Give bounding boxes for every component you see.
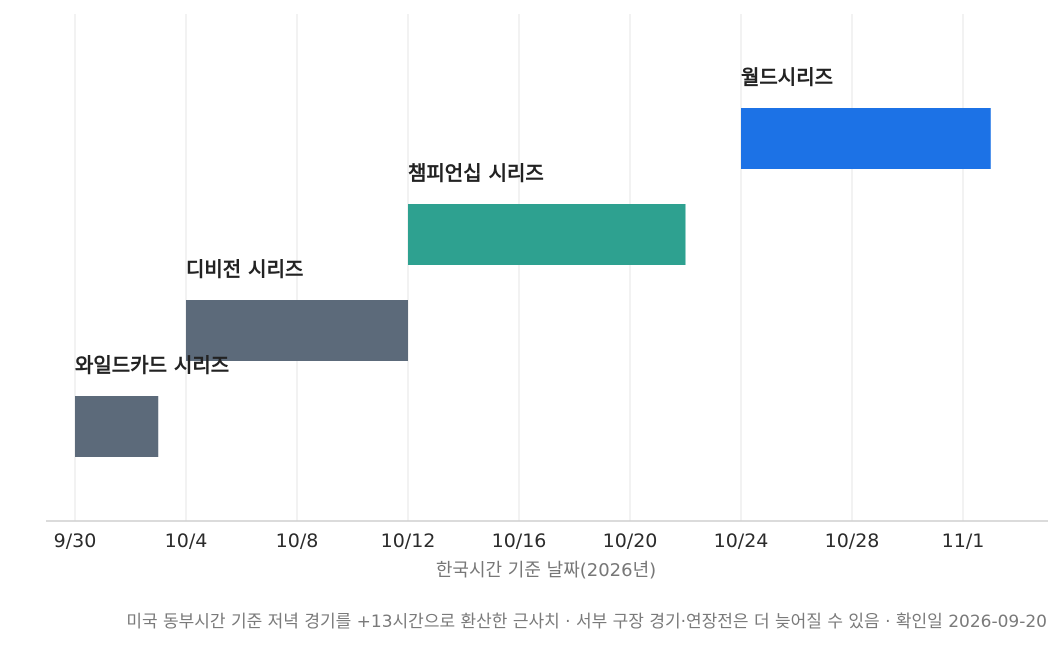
- vertical-gridlines: [74, 14, 964, 521]
- footnote: 미국 동부시간 기준 저녁 경기를 +13시간으로 환산한 근사치 · 서부 구…: [126, 612, 1047, 632]
- phase-label: 와일드카드 시리즈: [75, 353, 229, 377]
- x-axis-title: 한국시간 기준 날짜(2026년): [436, 560, 656, 581]
- phase-bar: [408, 204, 686, 265]
- x-tick-label: 11/1: [942, 530, 985, 552]
- x-tick-label: 10/8: [276, 530, 319, 552]
- phase-label: 월드시리즈: [741, 65, 833, 89]
- x-axis-ticks: 9/30 10/4 10/8 10/12 10/16 10/20 10/24 10/28 11/…: [54, 530, 985, 552]
- phase-bar: [186, 300, 408, 361]
- phase-bar: [741, 108, 991, 169]
- x-tick-label: 10/16: [492, 530, 547, 552]
- phase-bars: [75, 108, 991, 457]
- phase-bar: [75, 396, 159, 457]
- x-tick-label: 10/4: [165, 530, 208, 552]
- phase-labels: 와일드카드 시리즈 디비전 시리즈 챔피언십 시리즈 월드시리즈: [75, 65, 833, 377]
- timeline-chart: 와일드카드 시리즈 디비전 시리즈 챔피언십 시리즈 월드시리즈 9/30 10/4 10…: [46, 14, 1048, 581]
- x-tick-label: 10/24: [714, 530, 769, 552]
- phase-label: 챔피언십 시리즈: [408, 161, 544, 185]
- x-tick-label: 10/20: [603, 530, 658, 552]
- phase-label: 디비전 시리즈: [186, 257, 303, 281]
- x-tick-label: 9/30: [54, 530, 97, 552]
- x-tick-label: 10/28: [825, 530, 880, 552]
- x-tick-label: 10/12: [381, 530, 436, 552]
